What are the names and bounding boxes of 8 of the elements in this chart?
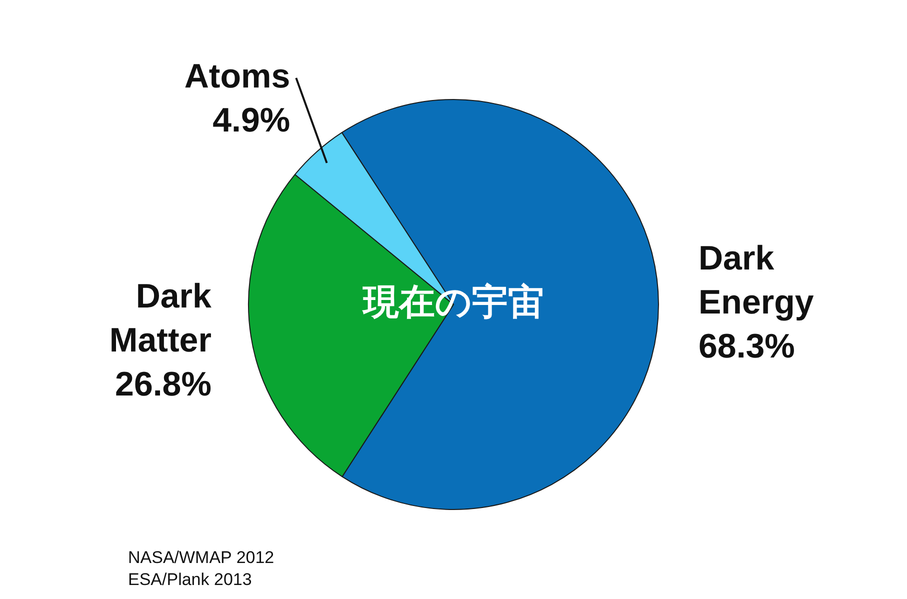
slice-label: Dark Matter (109, 278, 212, 360)
text: ESA/Plank 2013 (128, 570, 252, 589)
data-label: 68.3% (698, 328, 795, 366)
slice-label: Atoms (184, 57, 290, 96)
slice-label: Dark Energy (698, 240, 814, 322)
data-label: 26.8% (115, 366, 212, 404)
text: NASA/WMAP 2012 (128, 548, 274, 567)
data-label: 4.9% (212, 101, 290, 140)
